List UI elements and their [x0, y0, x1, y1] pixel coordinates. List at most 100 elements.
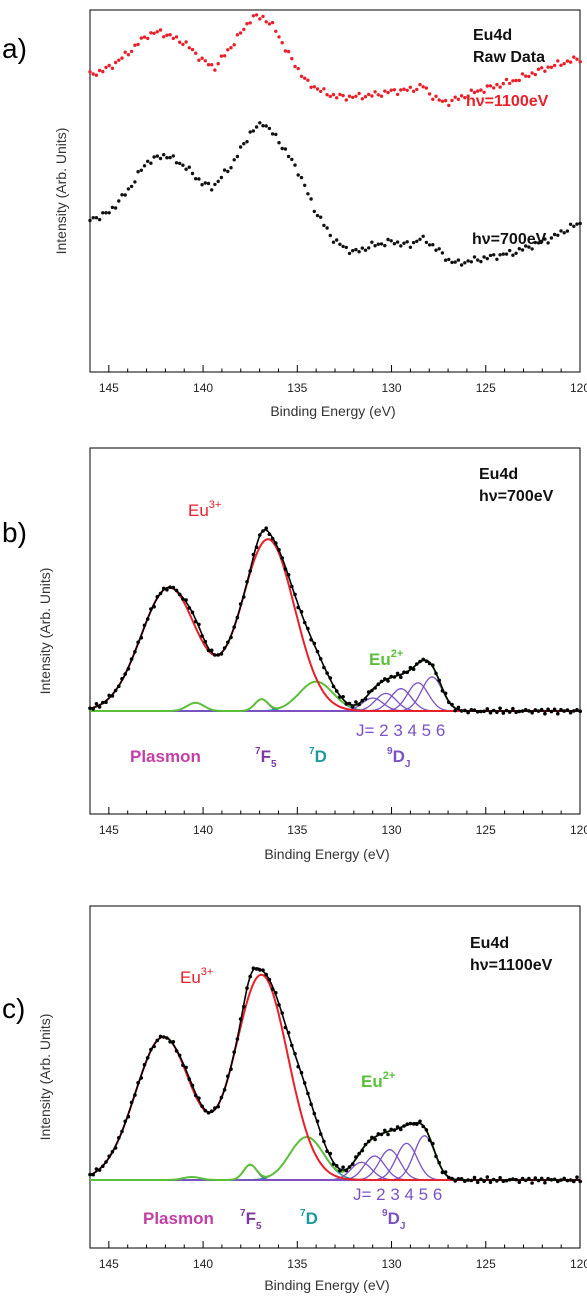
panel-b-data-point [511, 706, 515, 711]
panel-a-series-label-1100: hν=1100eV [466, 93, 549, 110]
panel-b-data-point [504, 708, 509, 713]
panel-b-f5-sub: 5 [271, 759, 277, 770]
raw-700ev-point [443, 258, 448, 262]
panel-b-data-point [405, 670, 410, 675]
panel-c-data-point [302, 1081, 307, 1085]
panel-c-data-point [443, 1170, 448, 1174]
panel-c-data-point [318, 1132, 323, 1136]
panel-b-data-point [485, 707, 490, 711]
panel-c-data-point [242, 1004, 246, 1009]
panel-c-data-point [341, 1165, 345, 1169]
raw-700ev-point [392, 242, 397, 246]
panel-c-dj-sub: J [400, 1221, 406, 1232]
panel-b-data-point [190, 610, 195, 615]
panel-c-data-point [331, 1162, 336, 1166]
panel-c-data-point [552, 1177, 557, 1182]
panel-b-data-point [357, 702, 361, 707]
raw-1100ev-point [226, 48, 230, 52]
panel-b-data-point [113, 688, 118, 693]
panel-c-data-point [514, 1177, 518, 1182]
panel-b-data-point [97, 705, 102, 709]
panel-c-data-point [431, 1141, 435, 1146]
panel-c-data-point [158, 1034, 163, 1039]
raw-1100ev-point [267, 22, 272, 26]
panel-b-data-point [238, 602, 243, 606]
raw-1100ev-point [258, 17, 262, 21]
panel-c-data-point [549, 1178, 554, 1182]
raw-700ev-point [290, 157, 294, 162]
panel-c-data-point [277, 1003, 281, 1007]
panel-c-data-point [139, 1076, 144, 1080]
panel-b-x-tick-label: 145 [99, 823, 119, 837]
raw-1100ev-point [254, 13, 259, 17]
panel-c-data-point [161, 1035, 166, 1039]
raw-1100ev-point [331, 92, 336, 97]
panel-b-eu2-sup: 2+ [391, 648, 404, 660]
raw-1100ev-point [427, 92, 432, 96]
raw-700ev-point [91, 216, 95, 220]
raw-1100ev-point [341, 93, 345, 98]
panel-b-data-point [543, 711, 547, 716]
raw-1100ev-point [213, 68, 217, 72]
panel-a-data [88, 13, 582, 267]
panel-c-x-tick-label: 120 [570, 1257, 587, 1271]
raw-1100ev-point [117, 58, 121, 62]
panel-b-data-point [226, 640, 230, 645]
panel-b-data-point [354, 700, 358, 704]
panel-b-data-point [578, 709, 582, 713]
raw-1100ev-point [306, 78, 310, 82]
panel-b-data-point [155, 594, 160, 599]
panel-a-x-tick-label: 135 [287, 381, 307, 395]
panel-b-data-point [107, 693, 111, 698]
raw-700ev-point [213, 182, 217, 187]
raw-700ev-point [181, 163, 185, 167]
panel-b-data-point [408, 665, 413, 670]
raw-1100ev-point [181, 42, 185, 47]
raw-1100ev-point [162, 35, 166, 39]
panel-b-data-point [277, 548, 281, 552]
panel-c-label-eu4d: Eu4d [470, 935, 509, 952]
raw-700ev-point [194, 177, 198, 181]
raw-700ev-point [264, 124, 268, 128]
panel-c-data-point [475, 1180, 480, 1185]
panel-b-label-hv: hν=700eV [479, 488, 554, 505]
panel-c-data-point [575, 1175, 579, 1179]
raw-1100ev-point [152, 31, 156, 35]
raw-700ev-point [411, 240, 416, 245]
raw-1100ev-point [463, 96, 467, 100]
panel-b-data-point [472, 708, 477, 712]
raw-700ev-point [133, 180, 137, 184]
raw-1100ev-point [165, 33, 169, 37]
panel-b-data-point [299, 609, 304, 614]
panel-b-data-point [270, 536, 275, 541]
panel-c-data-point [168, 1040, 172, 1044]
panel-b-data-point [283, 567, 288, 571]
panel-c-d7-label: 7D [300, 1208, 318, 1228]
panel-c-data-point [142, 1062, 147, 1067]
raw-1100ev-point [546, 65, 550, 69]
panel-b-data-point [331, 684, 336, 689]
raw-700ev-point [536, 241, 541, 245]
raw-1100ev-point [578, 60, 582, 64]
raw-700ev-point [155, 154, 159, 158]
panel-c-data-point [370, 1135, 374, 1140]
raw-700ev-point [206, 181, 211, 186]
panel-b-data-point [517, 709, 522, 714]
raw-700ev-point [261, 124, 265, 128]
panel-c-dj-J6-curve [90, 1135, 580, 1181]
panel-b-data-point [142, 623, 147, 628]
panel-c-eu3-curve [89, 973, 580, 1181]
raw-1100ev-point [527, 74, 531, 79]
raw-1100ev-point [133, 43, 137, 47]
panel-a-x-tick-label: 130 [382, 381, 402, 395]
raw-700ev-point [562, 231, 566, 235]
raw-700ev-point [139, 168, 143, 172]
panel-b-data-point [203, 639, 208, 644]
raw-1100ev-point [309, 85, 313, 90]
panel-c-data-point [136, 1081, 140, 1085]
panel-c-data-point [363, 1142, 368, 1147]
raw-1100ev-point [264, 20, 268, 24]
panel-c-data-point [328, 1151, 333, 1156]
raw-1100ev-point [437, 98, 441, 102]
panel-b-data-point [475, 710, 480, 714]
